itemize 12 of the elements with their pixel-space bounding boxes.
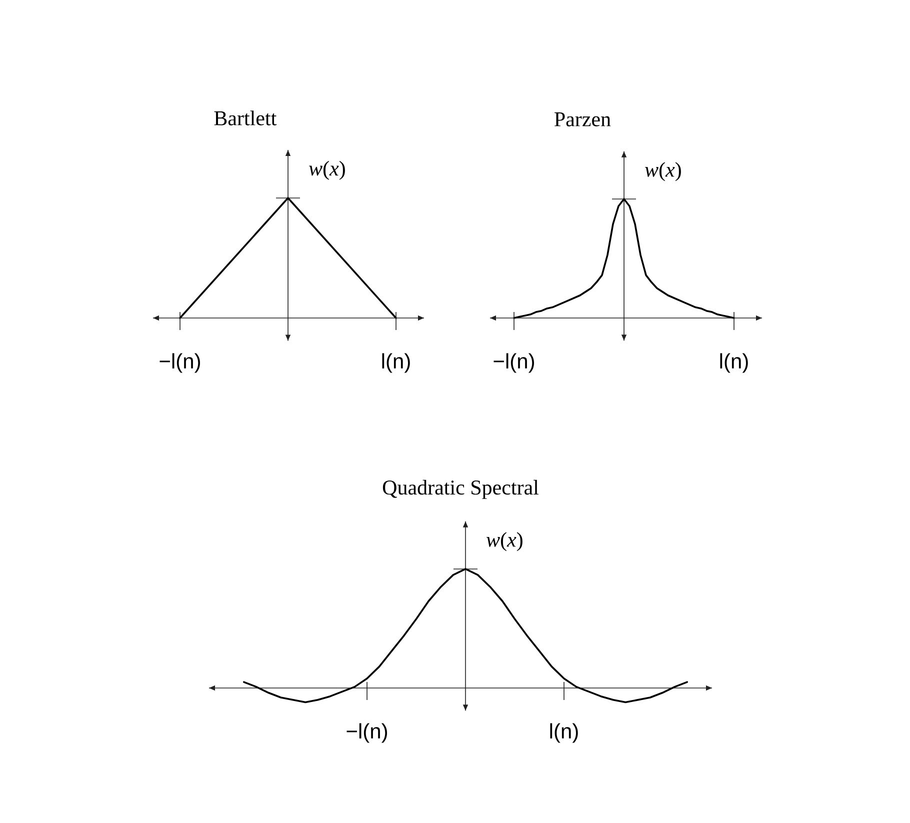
x-tick-label: −l(n): [346, 723, 388, 743]
x-tick-label: −l(n): [494, 353, 534, 373]
chart-title: Quadratic Spectral: [382, 480, 539, 499]
y-axis-title: w(x): [309, 160, 345, 180]
y-axis-title: w(x): [486, 532, 522, 552]
x-tick-label: l(n): [550, 723, 578, 743]
x-tick-label: l(n): [720, 353, 748, 373]
y-axis-title: w(x): [645, 162, 681, 182]
chart-title: Bartlett: [214, 110, 277, 126]
chart-title: Parzen: [554, 112, 611, 126]
x-tick-label: l(n): [382, 353, 410, 373]
x-tick-label: −l(n): [160, 353, 200, 373]
